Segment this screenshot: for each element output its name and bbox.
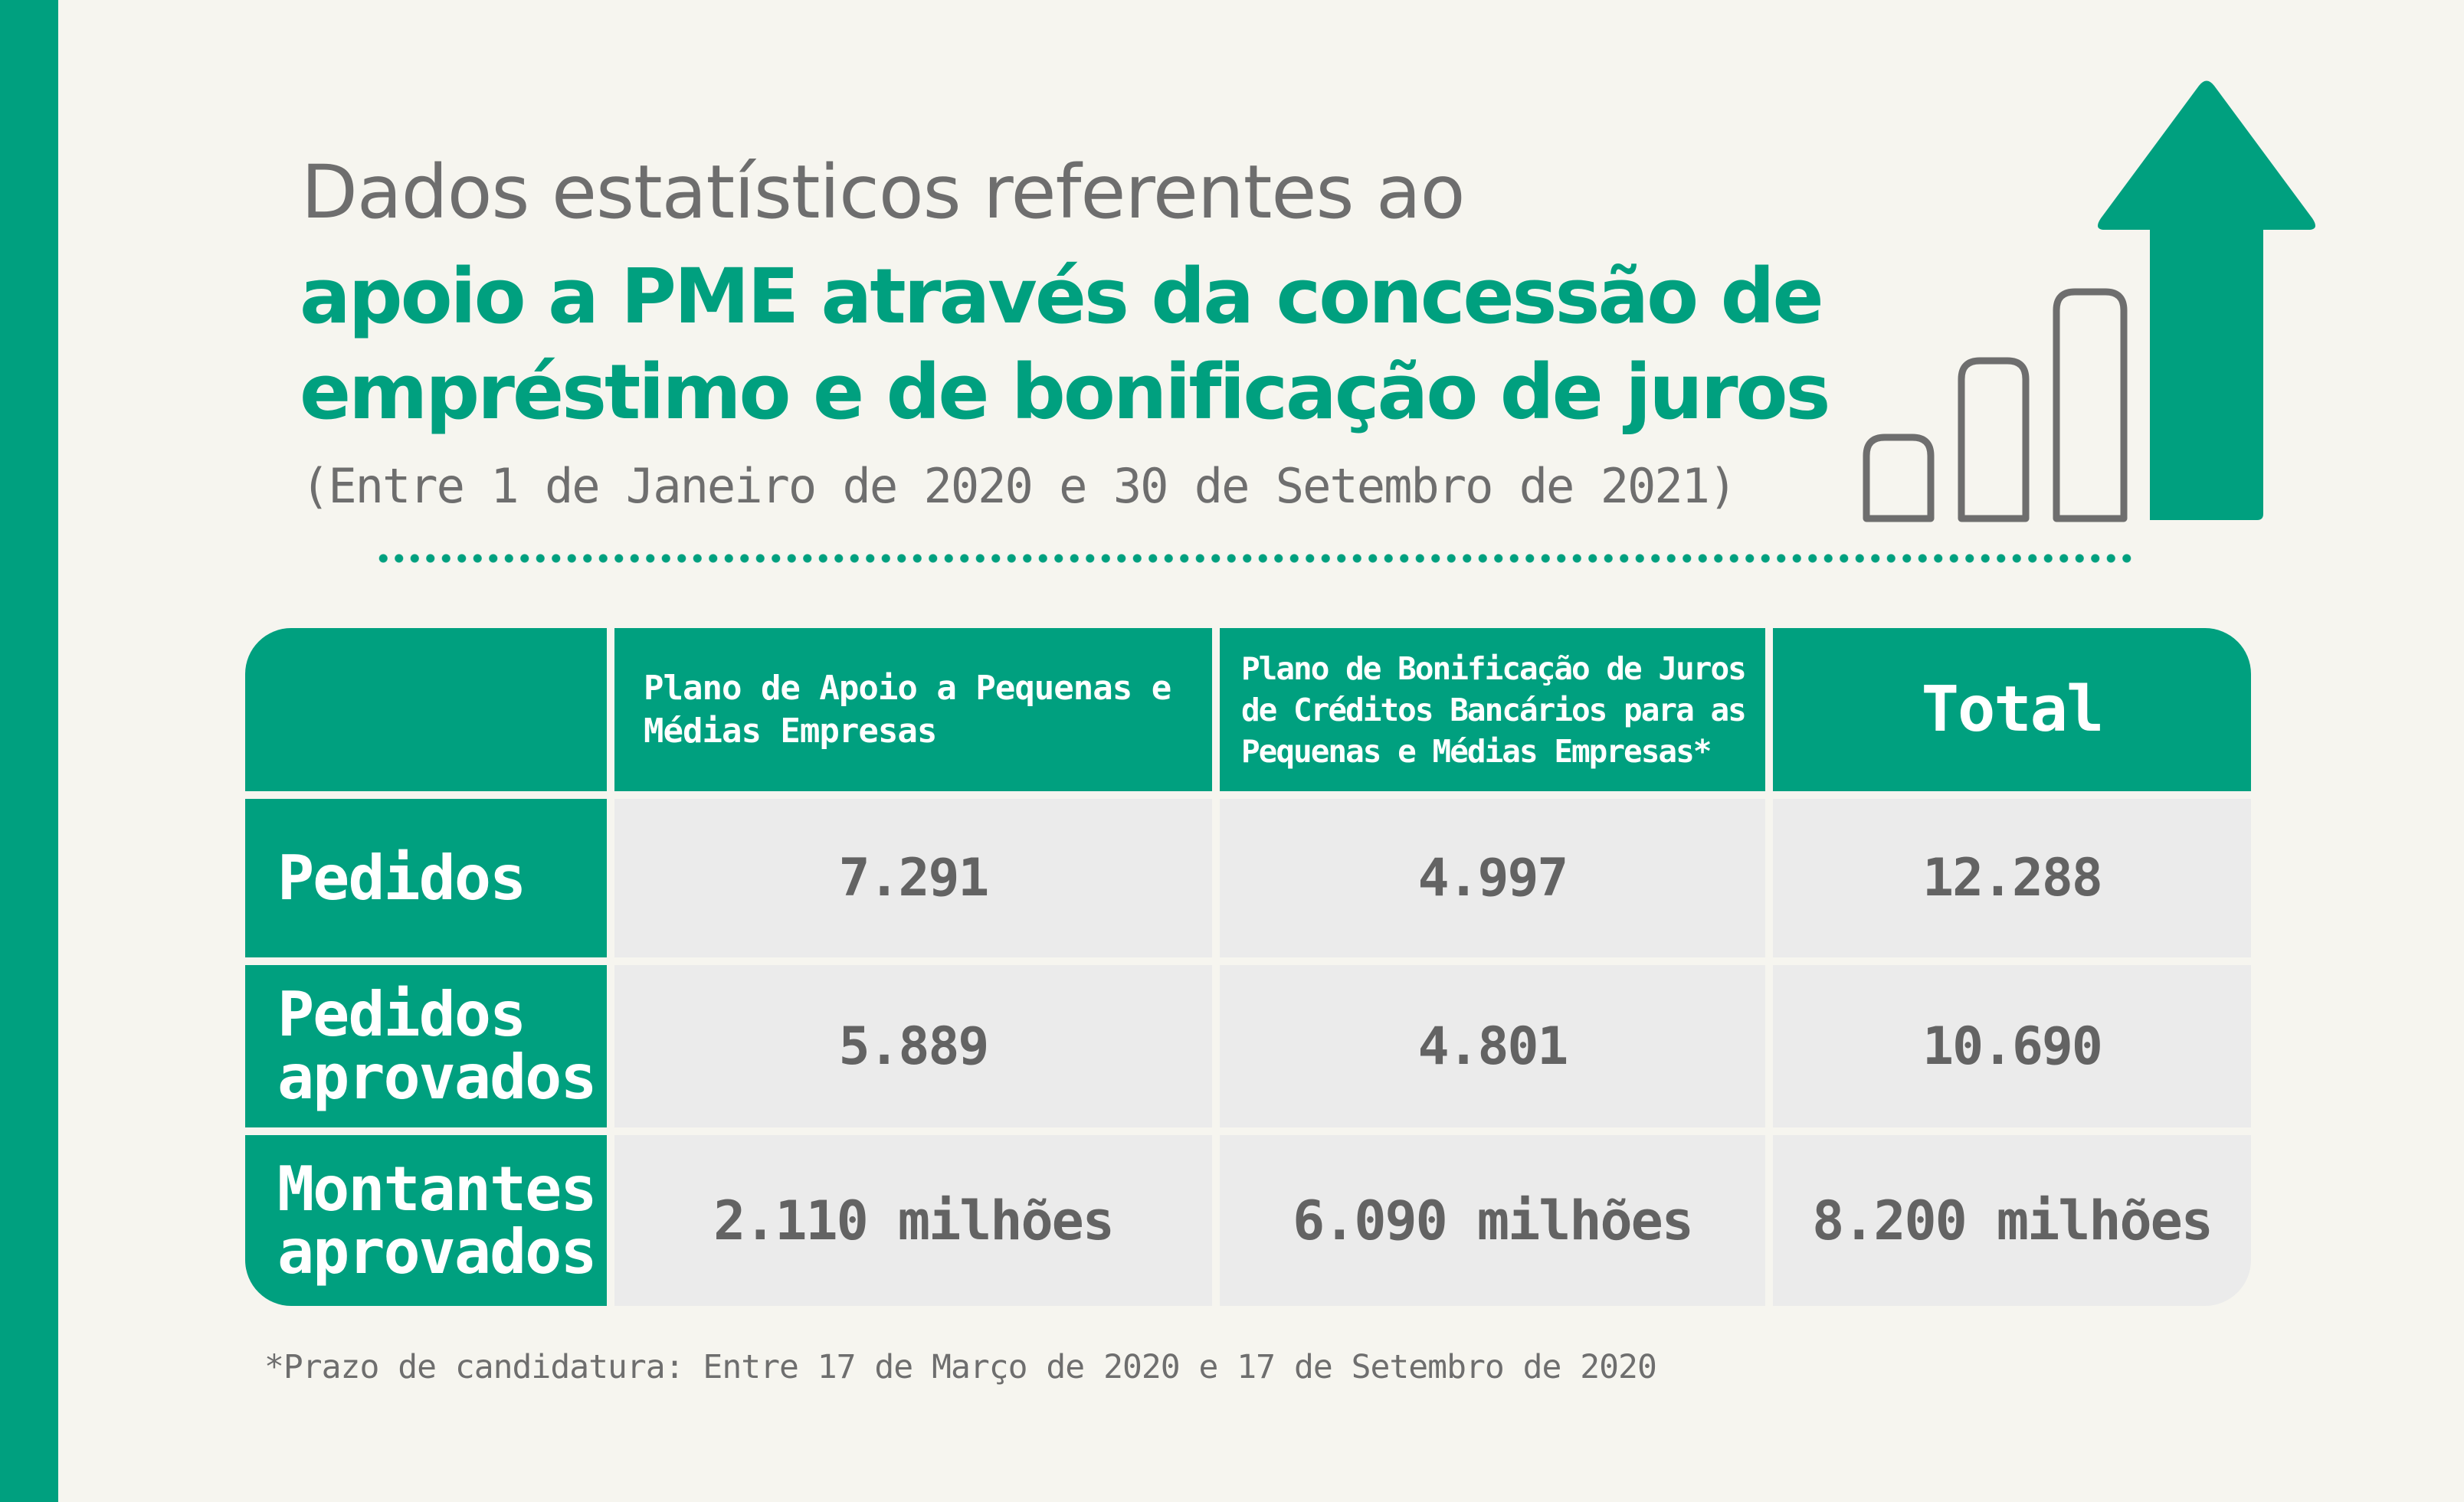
approved-requests-total: 10.690 [1773,965,2251,1127]
corner-header-cell [245,628,607,791]
dotted-divider [375,553,2138,564]
application-period-footnote: *Prazo de candidatura: Entre 17 de Março… [264,1348,1657,1386]
header-interest-subsidy-plan: Plano de Bonificação de Juros de Crédito… [1220,628,1765,791]
approved-amount-subsidy-plan: 6.090 milhões [1220,1135,1765,1306]
requests-total: 12.288 [1773,799,2251,957]
statistics-table: Plano de Apoio a Pequenas e Médias Empre… [245,628,2251,1306]
row-label-approved-amounts: Montantes aprovados [245,1135,607,1306]
growth-bars-arrow-icon [1863,80,2315,522]
requests-sme-plan: 7.291 [614,799,1212,957]
title-line-1: Dados estatísticos referentes ao [301,149,1466,235]
requests-subsidy-plan: 4.997 [1220,799,1765,957]
approved-amount-total: 8.200 milhões [1773,1135,2251,1306]
approved-amount-sme-plan: 2.110 milhões [614,1135,1212,1306]
header-total: Total [1773,628,2251,791]
left-accent-bar [0,0,58,1502]
date-range-subtitle: (Entre 1 de Janeiro de 2020 e 30 de Sete… [301,458,1737,514]
title-line-2: apoio a PME através da concessão de [300,253,1824,341]
title-line-3: empréstimo e de bonificação de juros [300,349,1830,437]
approved-requests-sme-plan: 5.889 [614,965,1212,1127]
row-label-approved-requests: Pedidos aprovados [245,965,607,1127]
header-sme-support-plan: Plano de Apoio a Pequenas e Médias Empre… [614,628,1212,791]
approved-requests-subsidy-plan: 4.801 [1220,965,1765,1127]
row-label-requests: Pedidos [245,799,607,957]
